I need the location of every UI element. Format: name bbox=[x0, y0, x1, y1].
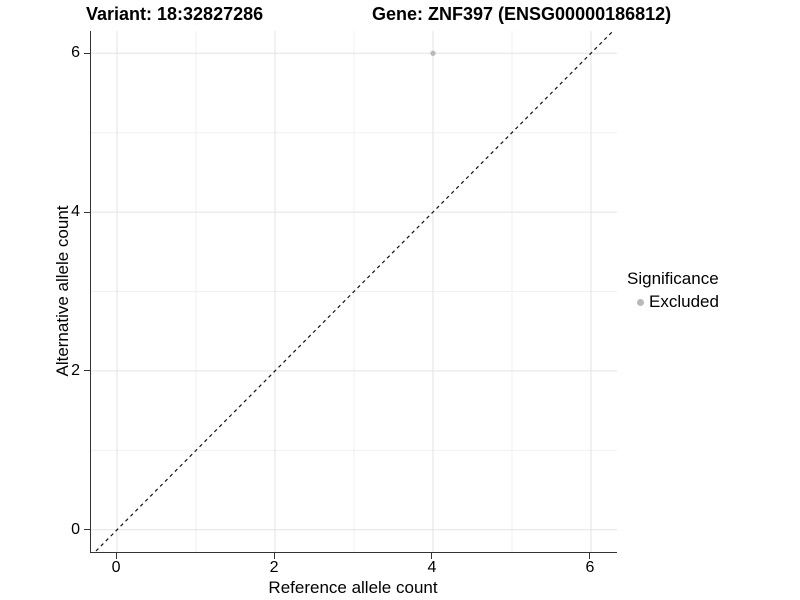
x-axis-tick-label: 6 bbox=[585, 559, 595, 576]
plot-panel-canvas bbox=[91, 31, 617, 552]
legend: Significance Excluded bbox=[627, 269, 719, 312]
y-axis-tick-label: 0 bbox=[71, 520, 80, 538]
x-axis-tick-label: 4 bbox=[427, 559, 437, 576]
y-axis-tick-label: 2 bbox=[71, 361, 80, 379]
legend-item: Excluded bbox=[627, 292, 719, 312]
identity-dashed-line bbox=[94, 31, 614, 552]
y-axis-tick-mark bbox=[84, 211, 90, 213]
y-axis-tick-label: 4 bbox=[71, 203, 80, 221]
plot-title-variant: Variant: 18:32827286 bbox=[86, 4, 264, 24]
legend-item-label: Excluded bbox=[649, 292, 719, 311]
plot-panel bbox=[90, 31, 617, 553]
data-point bbox=[430, 50, 436, 56]
x-axis-tick-label: 0 bbox=[111, 559, 121, 576]
y-axis-tick-mark bbox=[84, 529, 90, 531]
legend-items: Excluded bbox=[627, 292, 719, 312]
x-axis-tick-mark bbox=[589, 553, 591, 559]
legend-title: Significance bbox=[627, 269, 719, 288]
x-axis-tick-mark bbox=[431, 553, 433, 559]
x-axis-tick-mark bbox=[115, 553, 117, 559]
y-axis-tick-label: 6 bbox=[71, 44, 80, 62]
x-axis-tick-label: 2 bbox=[269, 559, 279, 576]
y-axis-title: Alternative allele count bbox=[53, 205, 72, 377]
plot-title-gene: Gene: ZNF397 (ENSG00000186812) bbox=[372, 4, 672, 24]
legend-point-icon bbox=[637, 298, 644, 306]
x-axis-tick-mark bbox=[273, 553, 275, 559]
y-axis-tick-mark bbox=[84, 52, 90, 54]
x-axis-title: Reference allele count bbox=[268, 578, 438, 597]
y-axis-tick-mark bbox=[84, 370, 90, 372]
